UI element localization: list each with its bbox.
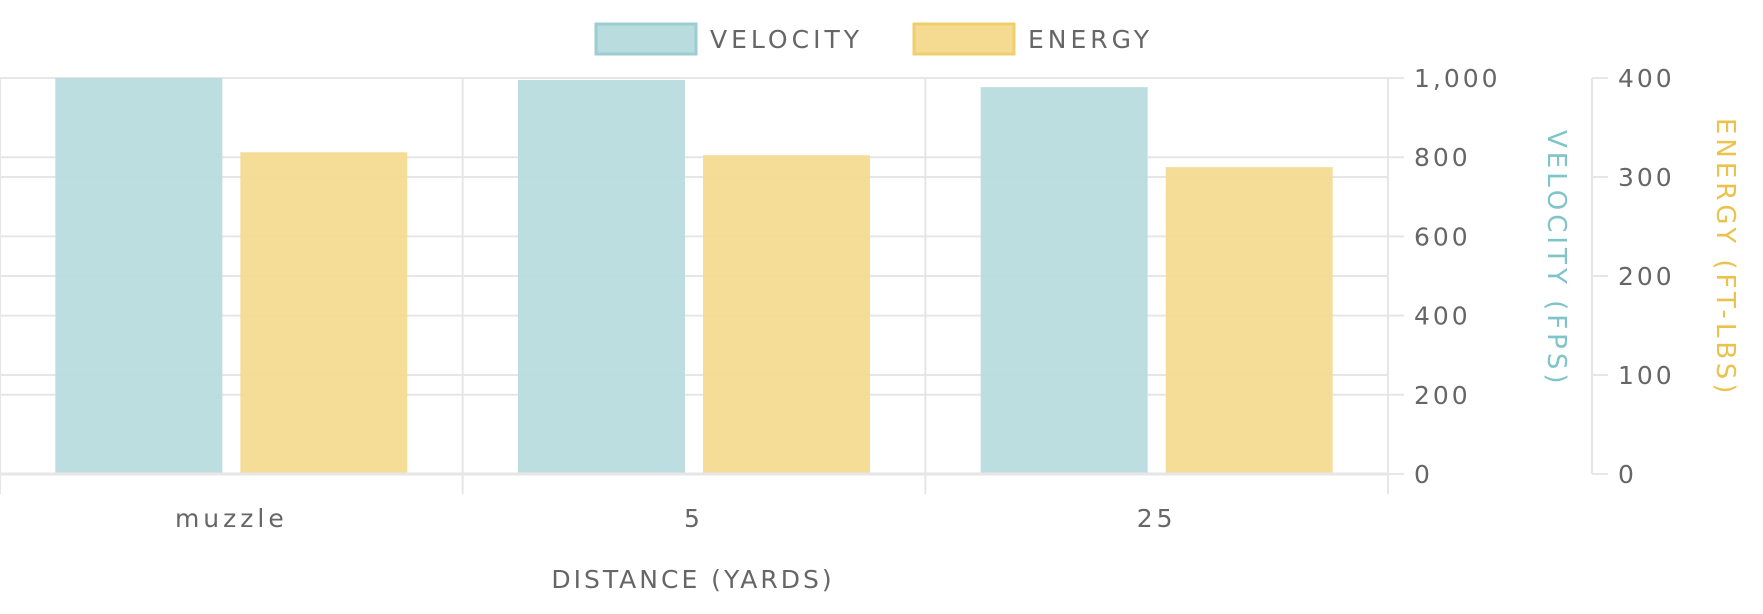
velocity-tick-label-2: 400 [1414, 302, 1471, 331]
energy-tick-label-4: 400 [1618, 64, 1675, 93]
velocity-tick-label-1: 200 [1414, 381, 1471, 410]
velocity-tick-label-5: 1,000 [1414, 64, 1501, 93]
energy-tick-label-3: 300 [1618, 163, 1675, 192]
bars [55, 78, 1333, 474]
x-tick-label-0: muzzle [175, 504, 288, 533]
axes: muzzle 5 25 0 200 400 600 800 1,000 0 100 200 300 400 [0, 64, 1675, 533]
energy-tick-label-1: 100 [1618, 361, 1675, 390]
x-tick-label-2: 25 [1137, 504, 1177, 533]
energy-tick-label-2: 200 [1618, 262, 1675, 291]
right-y-axis-title: ENERGY (FT-LBS) [1710, 118, 1740, 397]
gridlines [0, 77, 1389, 494]
legend-swatch-velocity [594, 22, 698, 56]
velocity-tick-label-0: 0 [1414, 460, 1433, 489]
legend-swatch-energy [912, 22, 1016, 56]
energy-tick-label-0: 0 [1618, 460, 1637, 489]
legend: VELOCITY ENERGY [594, 22, 1153, 56]
velocity-tick-label-3: 600 [1414, 222, 1471, 251]
bar-energy-1 [703, 155, 870, 474]
velocity-tick-label-4: 800 [1414, 143, 1471, 172]
bar-velocity-2 [980, 87, 1148, 474]
bar-energy-2 [1165, 167, 1333, 474]
bar-velocity-1 [518, 79, 685, 474]
bar-energy-0 [240, 152, 408, 474]
bar-velocity-0 [55, 78, 223, 474]
x-tick-label-1: 5 [684, 504, 704, 533]
x-axis-title: DISTANCE (YARDS) [551, 565, 834, 594]
legend-label-energy: ENERGY [1028, 25, 1153, 54]
legend-label-velocity: VELOCITY [710, 25, 863, 54]
left-y-axis-title: VELOCITY (FPS) [1541, 130, 1571, 388]
